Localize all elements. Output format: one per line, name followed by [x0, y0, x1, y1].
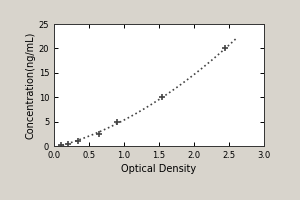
Y-axis label: Concentration(ng/mL): Concentration(ng/mL) — [26, 31, 36, 139]
X-axis label: Optical Density: Optical Density — [122, 164, 196, 174]
